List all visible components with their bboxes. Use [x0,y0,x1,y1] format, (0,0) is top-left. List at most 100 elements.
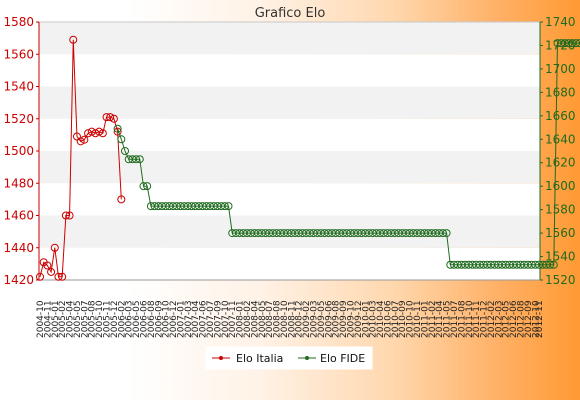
right-tick-label: 1640 [545,132,576,146]
x-tick-label: 2011-01 [420,300,430,338]
x-tick-label: 2009-09 [339,300,349,338]
plot-band [39,215,540,248]
plot-band [39,22,540,55]
right-tick-label: 1740 [545,15,576,29]
data-point-elo-italia [80,135,89,144]
data-point-elo-fide [143,182,152,191]
x-tick-label: 2005-08 [88,300,98,338]
x-tick-label: 2012-02 [487,300,497,338]
x-tick-label: 2007-04 [191,300,201,338]
x-tick-label: 2007-07 [206,300,216,338]
right-y-axis: 1520 1540 1560 1580 1600 1620 1640 1660 1680 1700… [539,15,576,287]
x-tick-label: 2005-07 [80,300,90,338]
plot-band [39,247,540,280]
data-point-elo-italia [102,113,111,122]
plot-band [39,151,540,184]
x-tick-label: 2009-06 [324,300,334,338]
right-tick-label: 1680 [545,85,576,99]
data-point-elo-italia [61,211,70,220]
left-tick-label: 1440 [3,241,34,255]
data-point-elo-italia [106,113,115,122]
legend-fide-label: Elo FIDE [320,352,365,365]
left-y-axis: 1420 1440 1460 1480 1500 1520 1540 1560 1580 [3,15,40,287]
data-point-elo-italia [113,127,122,136]
data-point-elo-fide [135,155,144,164]
x-tick-label: 2006-05 [132,300,142,338]
x-tick-label: 2007-11 [228,300,238,338]
x-tick-label: 2012-03 [494,300,504,338]
x-tick-label: 2009-10 [346,300,356,338]
x-tick-label: 2012-11 [535,300,545,338]
right-tick-label: 1600 [545,179,576,193]
legend: Elo Italia Elo FIDE [205,346,373,370]
x-tick-label: 2011-12 [480,300,490,338]
x-tick-label: 2012-05 [502,300,512,338]
left-tick-label: 1520 [3,112,34,126]
data-point-elo-fide [546,260,555,269]
x-tick-label: 2005-10 [95,300,105,338]
data-point-elo-italia [50,243,59,252]
plot-band [39,54,540,87]
x-tick-label: 2005-04 [66,300,76,338]
x-tick-label: 2004-11 [43,300,53,338]
x-tick-label: 2006-12 [169,300,179,338]
data-point-elo-italia [58,272,67,281]
x-tick-label: 2011-04 [435,300,445,338]
x-tick-label: 2011-05 [443,300,453,338]
legend-fide-marker [305,356,309,360]
x-tick-label: 2006-02 [117,300,127,338]
x-tick-label: 2005-01 [51,300,61,338]
legend-box [205,346,373,370]
right-tick-label: 1660 [545,109,576,123]
x-tick-label: 2006-03 [125,300,135,338]
right-tick-label: 1620 [545,156,576,170]
data-point-elo-fide [549,260,558,269]
data-point-elo-italia [109,114,118,123]
x-tick-label: 2009-02 [302,300,312,338]
left-tick-label: 1580 [3,15,34,29]
plot-band [39,118,540,151]
right-tick-label: 1540 [545,250,576,264]
x-tick-label: 2005-02 [58,300,68,338]
left-tick-label: 1500 [3,144,34,158]
right-tick-label: 1560 [545,226,576,240]
chart-title: Grafico Elo [255,6,326,21]
x-tick-label: 2009-08 [332,300,342,338]
x-tick-label: 2008-01 [236,300,246,338]
x-tick-label: 2006-09 [154,300,164,338]
x-tick-label: 2005-05 [73,300,83,338]
data-point-elo-fide [121,147,130,155]
data-point-elo-italia [69,35,78,44]
legend-italia-marker [219,356,223,360]
x-tick-label: 2008-02 [243,300,253,338]
x-tick-label: 2007-06 [199,300,209,338]
x-tick-label: 2006-06 [139,300,149,338]
x-tick-label: 2011-08 [457,300,467,338]
data-point-elo-fide [117,135,126,144]
data-point-elo-fide [220,202,229,211]
data-point-elo-fide [224,202,233,211]
x-tick-label: 2004-10 [36,300,46,338]
x-tick-label: 2011-11 [472,300,482,338]
x-tick-label: 2010-07 [391,300,401,338]
left-tick-label: 1540 [3,80,34,94]
x-tick-label: 2011-02 [428,300,438,338]
x-tick-label: 2011-07 [450,300,460,338]
data-point-elo-italia [47,267,56,276]
x-tick-label: 2008-11 [287,300,297,338]
data-point-elo-italia [117,195,126,204]
x-tick-label: 2006-08 [147,300,157,338]
x-tick-label: 2012-10 [531,300,541,338]
x-tick-label: 2010-04 [376,300,386,338]
data-point-elo-fide [442,229,451,238]
x-tick-label: 2008-10 [280,300,290,338]
data-point-elo-italia [98,129,107,138]
data-point-elo-fide [132,155,141,164]
x-tick-label: 2010-09 [398,300,408,338]
series-line-elo-fide [117,42,580,266]
plot-band [39,86,540,119]
x-tick-label: 2005-11 [103,300,113,338]
x-tick-label: 2010-03 [369,300,379,338]
x-tick-label: 2008-04 [250,300,260,338]
